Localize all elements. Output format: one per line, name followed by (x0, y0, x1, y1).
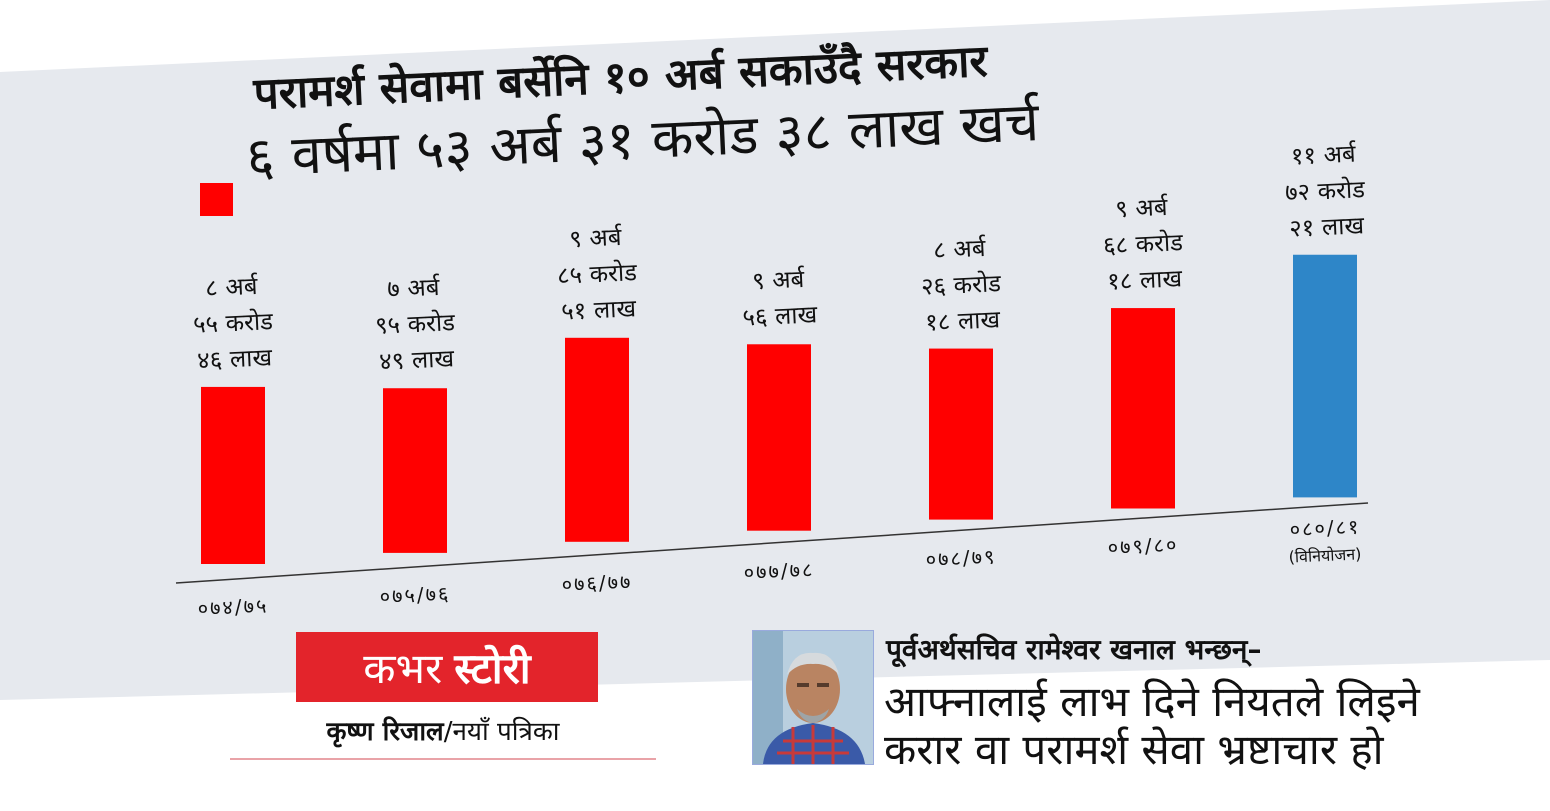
author-name: कृष्ण रिजाल (326, 717, 444, 747)
bar-data-label-3: ९ अर्ब ८५ करोड ५१ लाख (495, 215, 700, 332)
portrait-photo (752, 630, 874, 765)
bar-4 (747, 344, 811, 531)
cover-label-part2: स्टोरी (454, 643, 531, 693)
quote-line-2: करार वा परामर्श सेवा भ्रष्टाचार हो (884, 725, 1384, 774)
bar-3 (565, 337, 629, 542)
bar-2 (383, 388, 447, 553)
byline-separator: / (443, 717, 453, 747)
quote-intro: पूर्वअर्थसचिव रामेश्वर खनाल भन्छन्– (886, 633, 1262, 666)
x-axis-line (175, 502, 1369, 584)
bar-data-label-1: ८ अर्ब ५५ करोड ४६ लाख (131, 264, 336, 381)
publication-name: नयाँ पत्रिका (452, 717, 560, 747)
bar-data-label-6: ९ अर्ब ६८ करोड १८ लाख (1041, 186, 1246, 303)
bar-6 (1111, 308, 1175, 509)
quote-line-1: आफ्नालाई लाभ दिने नियतले लिइने (884, 677, 1420, 726)
cover-label-part1: कभर (363, 643, 443, 693)
bar-data-label-4: ९ अर्ब ५६ लाख (677, 258, 880, 339)
bar-data-label-2: ७ अर्ब ९५ करोड ४९ लाख (313, 266, 518, 383)
bars-group (201, 254, 1357, 564)
byline: कृष्ण रिजाल/नयाँ पत्रिका (230, 712, 656, 748)
portrait-illustration (753, 631, 873, 764)
bar-data-label-5: ८ अर्ब २६ करोड १८ लाख (859, 226, 1064, 343)
bar-data-label-7: ११ अर्ब ७२ करोड २१ लाख (1223, 132, 1428, 249)
legend-swatch (200, 183, 233, 216)
bar-5 (929, 348, 993, 520)
bar-7 (1293, 254, 1357, 498)
cover-story-badge: कभर स्टोरी (296, 632, 598, 702)
byline-divider (230, 758, 656, 760)
bar-1 (201, 386, 265, 564)
